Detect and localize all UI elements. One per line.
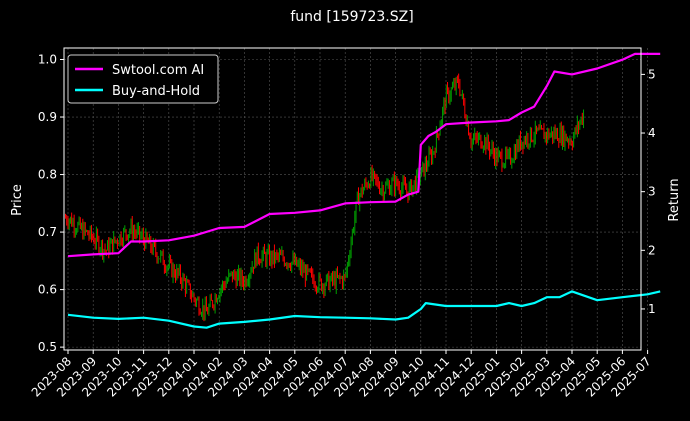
y-right-tick-label: 4: [648, 126, 656, 140]
plot-frame: [63, 47, 642, 351]
chart-title: fund [159723.SZ]: [290, 9, 413, 25]
legend-label-ai: Swtool.com AI: [112, 63, 204, 78]
y-left-tick-label: 0.7: [38, 225, 57, 239]
y-right-tick-label: 1: [648, 302, 656, 316]
y-left-tick-label: 1.0: [38, 53, 57, 67]
y-axis-left-ticks: 0.5 0.6 0.7 0.8 0.9 1.0: [38, 53, 64, 354]
legend-label-hold: Buy-and-Hold: [112, 84, 200, 99]
legend-box: [67, 54, 219, 104]
x-axis-ticks: 2023-082023-092023-102023-112023-122024-…: [29, 350, 654, 400]
series-line-hold: [67, 290, 661, 329]
y-left-tick-label: 0.5: [38, 340, 57, 354]
price-candles: [64, 73, 585, 322]
y-axis-label-right: Return: [667, 178, 682, 221]
y-right-tick-label: 3: [648, 185, 656, 199]
y-left-tick-label: 0.9: [38, 110, 57, 124]
y-left-tick-label: 0.8: [38, 168, 57, 182]
y-axis-label-left: Price: [10, 184, 25, 216]
y-axis-right-ticks: 1 2 3 4 5: [641, 67, 656, 316]
y-left-tick-label: 0.6: [38, 283, 57, 297]
return-lines: [67, 52, 661, 329]
y-right-tick-label: 2: [648, 243, 656, 257]
legend: Swtool.com AI Buy-and-Hold: [67, 54, 219, 104]
series-line-ai: [67, 52, 661, 258]
y-right-tick-label: 5: [648, 67, 656, 81]
